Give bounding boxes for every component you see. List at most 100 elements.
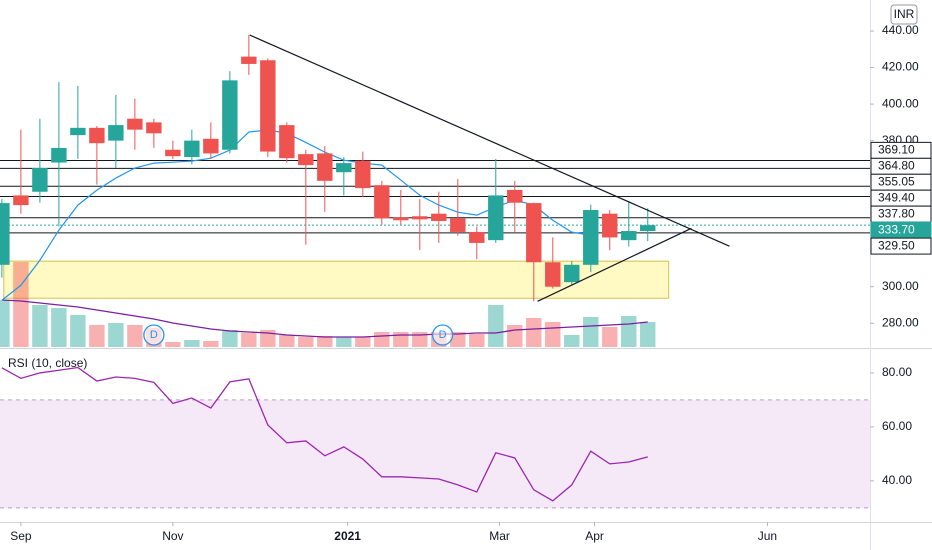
level-label: 333.70: [878, 222, 915, 236]
level-label: 364.80: [878, 158, 915, 172]
volume-bar: [127, 325, 143, 347]
y-tick-label: 300.00: [882, 279, 919, 293]
candle-body: [222, 80, 238, 150]
candle-body: [393, 217, 409, 221]
level-label: 337.80: [878, 206, 915, 220]
y-tick-label: 280.00: [882, 315, 919, 329]
candle-body: [412, 216, 428, 220]
volume-bar: [507, 325, 523, 347]
volume-bar: [241, 333, 257, 347]
x-tick-label: Nov: [162, 529, 183, 543]
candle-body: [127, 118, 143, 130]
annotation-label: D: [150, 329, 158, 341]
candle-body: [70, 127, 86, 136]
volume-bar: [412, 332, 428, 347]
candle-body: [0, 203, 10, 265]
candle-body: [241, 56, 257, 64]
candle-body: [431, 213, 447, 221]
candle-body: [450, 218, 466, 232]
volume-bar: [564, 335, 580, 347]
volume-bar: [469, 334, 485, 347]
volume-bar: [336, 337, 352, 347]
candle-body: [336, 163, 352, 173]
candle-body: [583, 210, 599, 265]
volume-bar: [583, 317, 599, 347]
volume-bar: [393, 332, 409, 347]
x-tick-label: Mar: [489, 529, 510, 543]
x-tick-label: Apr: [585, 529, 604, 543]
level-label: 369.10: [878, 143, 915, 157]
volume-bar: [545, 322, 561, 347]
candle-body: [545, 262, 561, 287]
volume-bar: [279, 335, 295, 347]
volume-bar: [13, 262, 29, 347]
candle-body: [374, 185, 390, 219]
candle-body: [51, 147, 67, 163]
volume-bar: [260, 330, 276, 347]
volume-bar: [89, 325, 105, 347]
candle-body: [13, 195, 29, 206]
candle-body: [184, 140, 200, 158]
volume-bar: [165, 342, 181, 347]
candle-body: [317, 153, 333, 181]
volume-bar: [450, 332, 466, 347]
candle-body: [602, 213, 618, 238]
volume-bar: [640, 322, 656, 347]
candle-body: [298, 154, 314, 166]
rsi-tick-label: 60.00: [882, 419, 912, 433]
level-label: 355.05: [878, 174, 915, 188]
volume-bar: [374, 332, 390, 347]
candle-body: [165, 149, 181, 157]
volume-bar: [70, 315, 86, 347]
candle-body: [507, 189, 523, 203]
candle-body: [108, 125, 124, 141]
candle-body: [355, 160, 371, 189]
rsi-title: RSI (10, close): [8, 356, 87, 370]
volume-bar: [602, 327, 618, 347]
volume-bar: [355, 337, 371, 347]
volume-bar: [488, 305, 504, 347]
level-label: 349.40: [878, 190, 915, 204]
level-label: 329.50: [878, 238, 915, 252]
volume-bar: [108, 323, 124, 347]
volume-bar: [298, 337, 314, 347]
y-tick-label: 440.00: [882, 23, 919, 37]
x-tick-label: Sep: [10, 529, 32, 543]
rsi-band: [0, 399, 870, 508]
rsi-tick-label: 40.00: [882, 473, 912, 487]
candle-body: [526, 203, 542, 263]
candle-body: [279, 125, 295, 159]
volume-bar: [203, 341, 219, 347]
candle-body: [621, 231, 637, 241]
candle-body: [640, 225, 656, 232]
rsi-tick-label: 80.00: [882, 365, 912, 379]
volume-bar: [0, 300, 10, 347]
volume-bar: [32, 305, 48, 347]
volume-bar: [222, 330, 238, 347]
y-tick-label: 420.00: [882, 60, 919, 74]
x-tick-label: 2021: [334, 529, 361, 543]
annotation-circle: [431, 324, 454, 346]
candle-body: [260, 60, 276, 152]
candle-body: [146, 122, 162, 134]
currency: INR: [894, 7, 915, 21]
trend-line: [537, 227, 692, 302]
candle-body: [469, 231, 485, 243]
level-label-box: [870, 237, 932, 255]
candle-body: [488, 195, 504, 241]
volume-bar: [526, 318, 542, 347]
annotation-circle: [143, 324, 165, 346]
volume-bar: [184, 340, 200, 347]
candle-body: [203, 138, 219, 154]
annotation-label: D: [439, 329, 447, 341]
volume-ma: [1, 299, 648, 338]
volume-bar: [51, 308, 67, 347]
x-tick-label: Jun: [758, 529, 777, 543]
trend-line: [249, 34, 730, 247]
currency-box: [890, 4, 918, 25]
volume-bar: [317, 336, 333, 347]
candle-body: [564, 264, 580, 283]
volume-bar: [621, 316, 637, 347]
rsi-line: [1, 366, 648, 502]
